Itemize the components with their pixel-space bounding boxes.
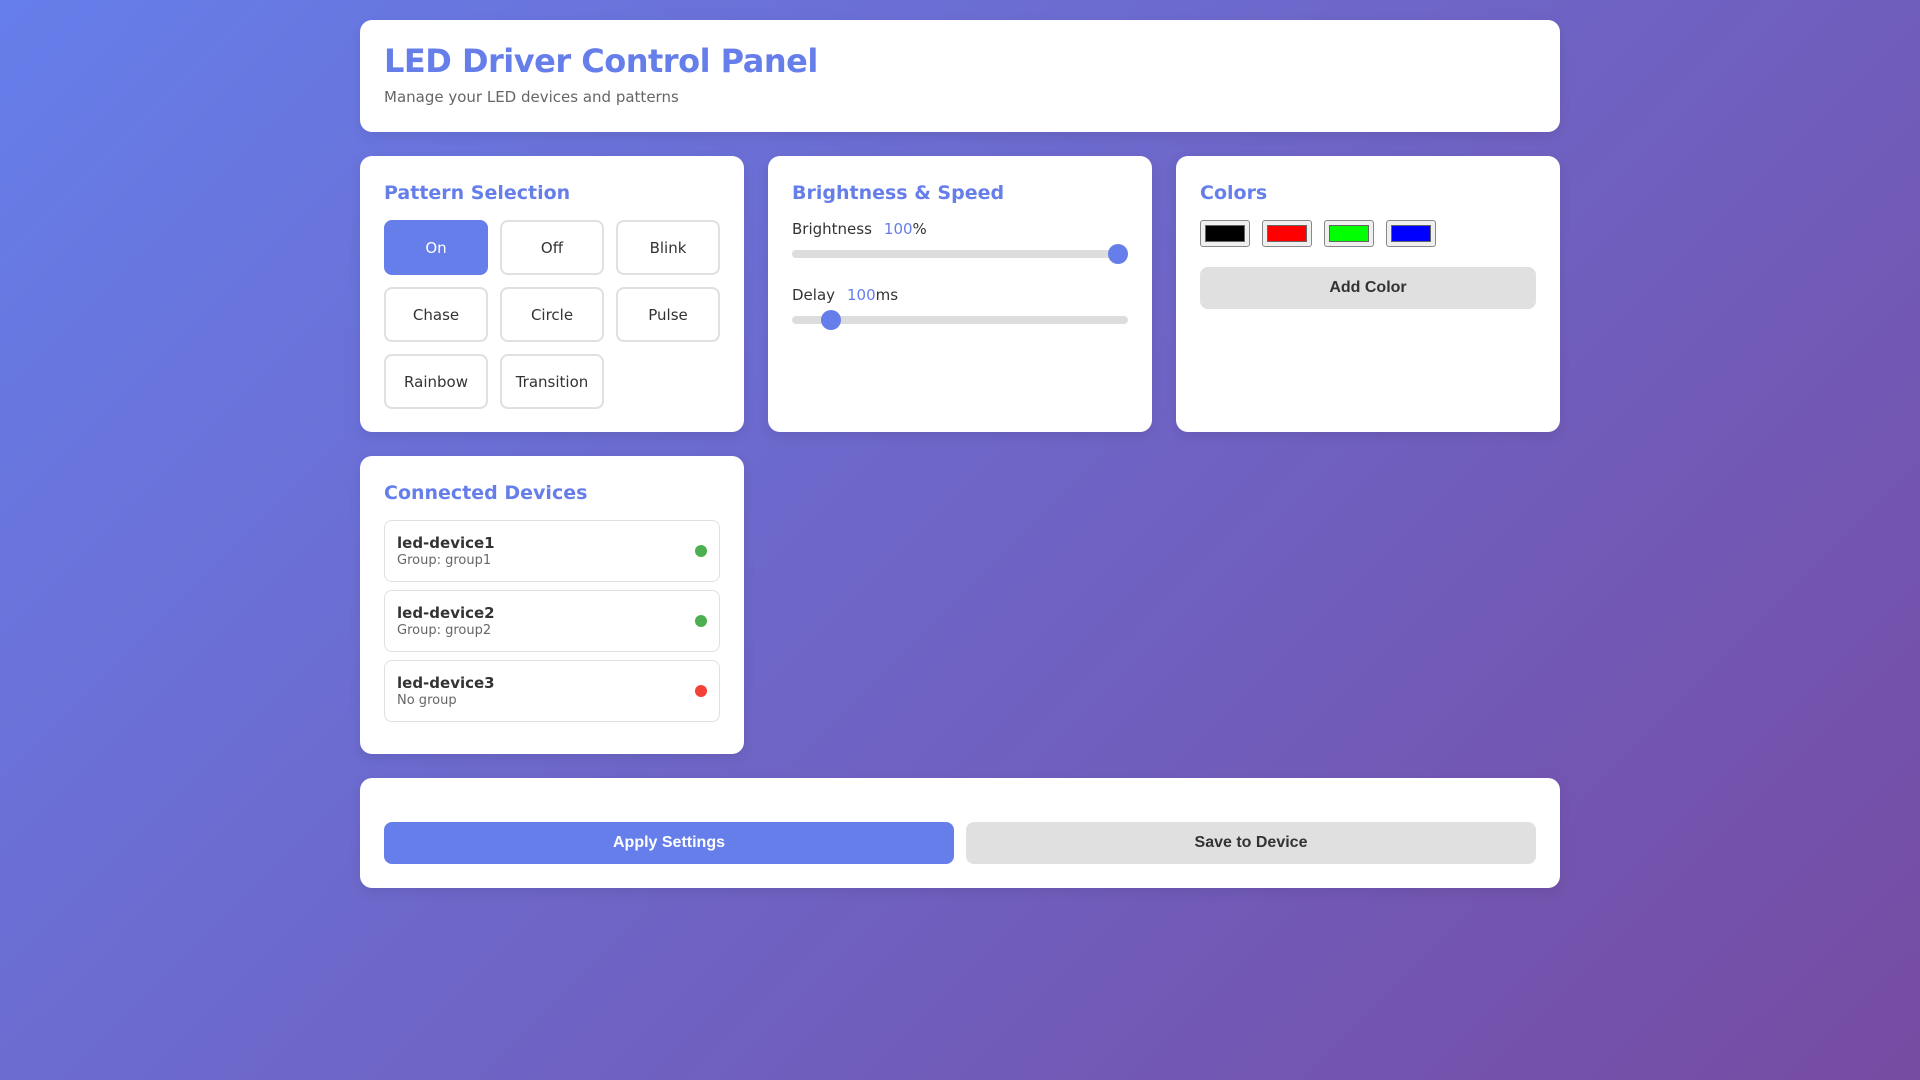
color-swatch-red[interactable] (1262, 220, 1312, 247)
brightness-label-row: Brightness 100% (792, 220, 1128, 238)
status-online-icon (695, 545, 707, 557)
pattern-off-button[interactable]: Off (500, 220, 604, 275)
brightness-speed-panel: Brightness & Speed Brightness 100% Delay 1… (768, 156, 1152, 432)
pattern-transition-button[interactable]: Transition (500, 354, 604, 409)
brightness-label: Brightness (792, 220, 872, 238)
delay-slider[interactable] (792, 310, 1128, 330)
brightness-slider-thumb[interactable] (1108, 244, 1128, 264)
status-online-icon (695, 615, 707, 627)
header-card: LED Driver Control Panel Manage your LED… (360, 20, 1560, 132)
delay-label-row: Delay 100ms (792, 286, 1128, 304)
connected-devices-title: Connected Devices (384, 482, 588, 504)
device-item[interactable]: led-device2 Group: group2 (384, 590, 720, 652)
delay-unit: ms (875, 286, 899, 304)
color-swatch-green[interactable] (1324, 220, 1374, 247)
colors-panel: Colors Add Color (1176, 156, 1560, 432)
device-group: No group (397, 693, 457, 708)
device-name: led-device2 (397, 604, 495, 622)
apply-settings-button[interactable]: Apply Settings (384, 822, 954, 864)
pattern-selection-title: Pattern Selection (384, 182, 571, 204)
device-name: led-device3 (397, 674, 495, 692)
brightness-value: 100 (883, 220, 913, 238)
pattern-blink-button[interactable]: Blink (616, 220, 720, 275)
color-swatch-blue[interactable] (1386, 220, 1436, 247)
pattern-pulse-button[interactable]: Pulse (616, 287, 720, 342)
pattern-selection-panel: Pattern Selection On Off Blink Chase Cir… (360, 156, 744, 432)
device-group: Group: group1 (397, 553, 492, 568)
delay-value: 100 (847, 286, 876, 304)
pattern-on-button[interactable]: On (384, 220, 488, 275)
actions-card: Apply Settings Save to Device (360, 778, 1560, 888)
pattern-rainbow-button[interactable]: Rainbow (384, 354, 488, 409)
device-item[interactable]: led-device3 No group (384, 660, 720, 722)
app-container: LED Driver Control Panel Manage your LED… (360, 20, 1560, 888)
brightness-speed-title: Brightness & Speed (792, 182, 1005, 204)
device-item[interactable]: led-device1 Group: group1 (384, 520, 720, 582)
device-group: Group: group2 (397, 623, 492, 638)
brightness-slider[interactable] (792, 244, 1128, 264)
pattern-circle-button[interactable]: Circle (500, 287, 604, 342)
save-to-device-button[interactable]: Save to Device (966, 822, 1536, 864)
colors-title: Colors (1200, 182, 1268, 204)
delay-slider-thumb[interactable] (820, 310, 841, 330)
color-swatch-black[interactable] (1200, 220, 1250, 247)
brightness-unit: % (912, 220, 927, 238)
device-name: led-device1 (397, 534, 495, 552)
delay-label: Delay (792, 286, 836, 304)
page-title: LED Driver Control Panel (384, 42, 818, 80)
page-subtitle: Manage your LED devices and patterns (384, 88, 679, 106)
connected-devices-panel: Connected Devices led-device1 Group: grou… (360, 456, 744, 754)
pattern-chase-button[interactable]: Chase (384, 287, 488, 342)
status-offline-icon (695, 685, 707, 697)
add-color-button[interactable]: Add Color (1200, 267, 1536, 309)
